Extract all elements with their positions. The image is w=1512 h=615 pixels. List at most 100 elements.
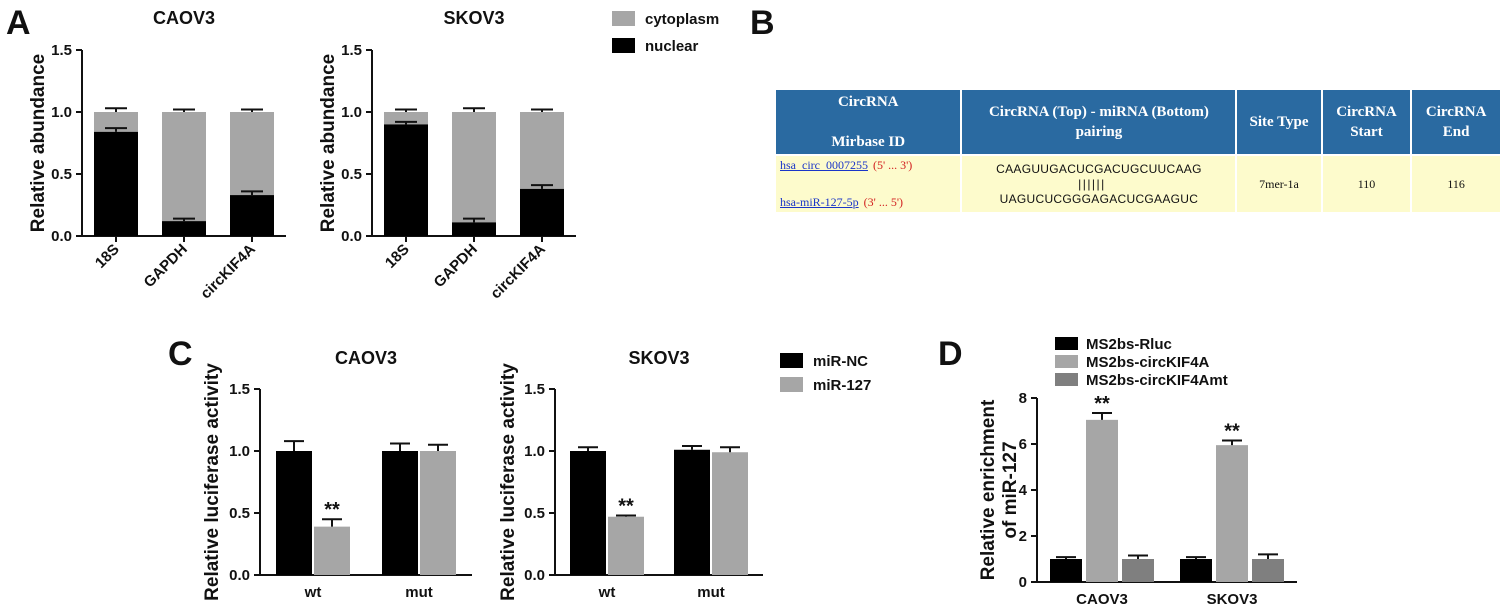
y-tick-label: 1.0 xyxy=(341,104,362,121)
cell-pairing: CAAGUUGACUCGACUGCUUCAAG |||||| UAGUCUCGG… xyxy=(962,156,1236,212)
header-line: Site Type xyxy=(1249,114,1309,130)
significance-label: ** xyxy=(1094,393,1110,415)
header-line: Mirbase ID xyxy=(831,134,906,150)
bar-nuclear-18s xyxy=(94,131,138,236)
cell-site-type: 7mer-1a xyxy=(1237,156,1321,212)
table-row: hsa_circ_0007255 (5' ... 3') hsa-miR-127… xyxy=(776,156,1500,212)
y-tick-label: 1.5 xyxy=(51,42,72,59)
x-tick-label: 18S xyxy=(92,241,123,272)
legend-swatch-cytoplasm xyxy=(612,11,635,26)
x-tick-label: wt xyxy=(598,584,616,601)
chart-title: CAOV3 xyxy=(153,8,215,28)
bar-cytoplasm-18s xyxy=(94,112,138,132)
bar-mir-127-wt xyxy=(608,516,644,575)
x-tick-label: 18S xyxy=(382,241,413,272)
header-line: CircRNA xyxy=(1336,104,1397,120)
y-axis-label: Relative enrichment xyxy=(978,399,999,580)
header-circrna-start: CircRNA Start xyxy=(1322,90,1411,154)
legend-swatch-ms2bs-circkif4a xyxy=(1055,355,1078,368)
bar-cytoplasm-circkif4a xyxy=(520,112,564,189)
legend-c: miR-NC miR-127 xyxy=(780,353,871,394)
legend-swatch-mir-127 xyxy=(780,377,803,392)
significance-label: ** xyxy=(618,495,634,517)
x-tick-label: CAOV3 xyxy=(1076,591,1128,608)
y-tick-label: 8 xyxy=(1019,390,1027,407)
circrna-link[interactable]: hsa_circ_0007255 xyxy=(780,158,868,172)
y-axis-label: Relative abundance xyxy=(318,54,339,232)
bar-nuclear-circkif4a xyxy=(520,188,564,236)
header-line: pairing xyxy=(1075,124,1123,140)
y-tick-label: 4 xyxy=(1019,482,1028,499)
header-line: End xyxy=(1442,124,1470,140)
y-tick-label: 0.5 xyxy=(51,166,72,183)
y-axis-label: Relative luciferase activity xyxy=(498,363,519,601)
y-axis-label: Relative luciferase activity xyxy=(202,363,223,601)
y-axis-label: Relative abundance xyxy=(28,54,49,232)
bar-mir-nc-wt xyxy=(276,451,312,575)
y-tick-label: 1.0 xyxy=(524,443,545,460)
legend-a: cytoplasm nuclear xyxy=(612,11,719,55)
y-tick-label: 1.5 xyxy=(524,381,545,398)
bar-nuclear-circkif4a xyxy=(230,195,274,236)
legend-label-mir-nc: miR-NC xyxy=(813,353,868,370)
bar-ms2bs-rluc-caov3 xyxy=(1050,559,1082,582)
bar-ms2bs-circkif4a-caov3 xyxy=(1086,419,1118,582)
x-tick-label: GAPDH xyxy=(141,241,191,291)
bar-cytoplasm-gapdh xyxy=(162,112,206,222)
bar-mir-nc-mut xyxy=(382,451,418,575)
panel-letter-b: B xyxy=(750,4,775,42)
header-pairing: CircRNA (Top) - miRNA (Bottom) pairing xyxy=(962,90,1236,154)
legend-swatch-ms2bs-rluc xyxy=(1055,337,1078,350)
x-tick-label: wt xyxy=(304,584,322,601)
significance-label: ** xyxy=(1224,421,1240,443)
y-tick-label: 0.0 xyxy=(51,228,72,245)
bar-nuclear-18s xyxy=(384,124,428,236)
bar-cytoplasm-circkif4a xyxy=(230,112,274,196)
y-tick-label: 6 xyxy=(1019,436,1027,453)
bottom-sequence: UAGUCUCGGGAGACUCGAAGUC xyxy=(999,191,1199,206)
legend-label-ms2bs-circkif4a: MS2bs-circKIF4A xyxy=(1086,354,1210,371)
x-tick-label: mut xyxy=(405,584,433,601)
y-tick-label: 1.5 xyxy=(229,381,250,398)
chart-title: SKOV3 xyxy=(628,348,689,368)
y-tick-label: 1.5 xyxy=(341,42,362,59)
y-tick-label: 0.0 xyxy=(229,567,250,584)
bar-nuclear-gapdh xyxy=(162,221,206,236)
header-line: CircRNA xyxy=(837,94,899,110)
header-line: CircRNA xyxy=(1425,104,1487,120)
mirna-binding-table: CircRNA Mirbase ID CircRNA (Top) - miRNA… xyxy=(774,88,1502,214)
bar-nuclear-gapdh xyxy=(452,222,496,236)
legend-d: MS2bs-Rluc MS2bs-circKIF4A MS2bs-circKIF… xyxy=(1055,336,1228,389)
legend-swatch-mir-nc xyxy=(780,353,803,368)
bar-mir-nc-mut xyxy=(674,449,710,575)
legend-label-ms2bs-circkif4amt: MS2bs-circKIF4Amt xyxy=(1086,372,1228,389)
legend-label-ms2bs-rluc: MS2bs-Rluc xyxy=(1086,336,1172,353)
panel-letter-c: C xyxy=(168,335,193,373)
header-circrna-end: CircRNA End xyxy=(1412,90,1500,154)
y-tick-label: 0.0 xyxy=(341,228,362,245)
chart-a-caov3: 0.0 0.5 1.0 1.5 CAOV3 Relative abundance 18S GA… xyxy=(28,8,286,302)
cell-start: 110 xyxy=(1322,156,1411,212)
x-tick-label: SKOV3 xyxy=(1207,591,1258,608)
chart-d-enrichment: 0 2 4 6 8 Relative enrichment of miR-127 ** CAOV… xyxy=(978,390,1297,608)
circrna-direction: (5' ... 3') xyxy=(872,158,913,172)
legend-label-mir-127: miR-127 xyxy=(813,377,871,394)
legend-label-cytoplasm: cytoplasm xyxy=(645,11,719,28)
y-tick-label: 0 xyxy=(1019,574,1027,591)
bar-ms2bs-rluc-skov3 xyxy=(1180,559,1212,582)
legend-label-nuclear: nuclear xyxy=(645,38,699,55)
y-tick-label: 0.5 xyxy=(524,505,545,522)
panel-letter-a: A xyxy=(6,4,31,42)
x-tick-label: GAPDH xyxy=(431,241,481,291)
legend-swatch-ms2bs-circkif4amt xyxy=(1055,373,1078,386)
x-tick-label: circKIF4A xyxy=(487,241,549,303)
y-axis-label: of miR-127 xyxy=(1000,441,1021,538)
y-tick-label: 0.5 xyxy=(341,166,362,183)
mirna-link[interactable]: hsa-miR-127-5p xyxy=(780,195,859,209)
mirna-direction: (3' ... 5') xyxy=(863,195,903,209)
cell-names: hsa_circ_0007255 (5' ... 3') hsa-miR-127… xyxy=(776,156,961,212)
bar-mir-127-mut xyxy=(712,452,748,575)
bar-mir-127-wt xyxy=(314,526,350,575)
header-line: CircRNA (Top) - miRNA (Bottom) xyxy=(988,104,1209,120)
